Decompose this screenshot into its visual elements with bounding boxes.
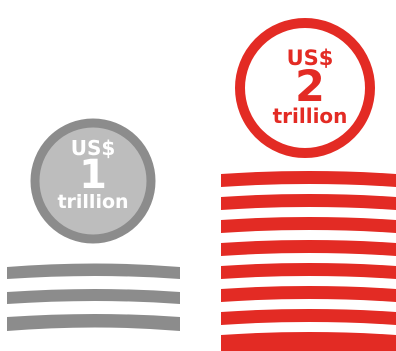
red-stack-layer (221, 217, 396, 233)
red-coin-currency: US$ (286, 46, 334, 70)
red-coin-label: US$ 2 trillion (240, 22, 380, 152)
gray-coin-unit: trillion (57, 191, 129, 213)
red-stack-layer (221, 286, 396, 302)
gray-coin-stack (7, 263, 180, 331)
gray-coin-label: US$ 1 trillion (38, 120, 148, 230)
red-coin (235, 18, 375, 158)
red-stack-layer (221, 309, 396, 325)
gray-coin-currency: US$ (70, 136, 116, 160)
gray-coin (30, 118, 156, 244)
red-stack-layer (221, 194, 396, 210)
gray-coin-amount: 1 (79, 152, 107, 198)
gray-stack-layer (7, 263, 180, 279)
gray-stack-layer (7, 289, 180, 304)
red-coin-amount: 2 (295, 62, 325, 112)
red-stack-layer (221, 171, 396, 187)
red-stack-layer (221, 263, 396, 279)
red-stack-layer (221, 240, 396, 256)
red-coin-stack (221, 171, 396, 351)
red-coin-unit: trillion (272, 104, 348, 128)
red-stack-layer (221, 332, 396, 351)
gray-stack-layer (7, 314, 180, 331)
